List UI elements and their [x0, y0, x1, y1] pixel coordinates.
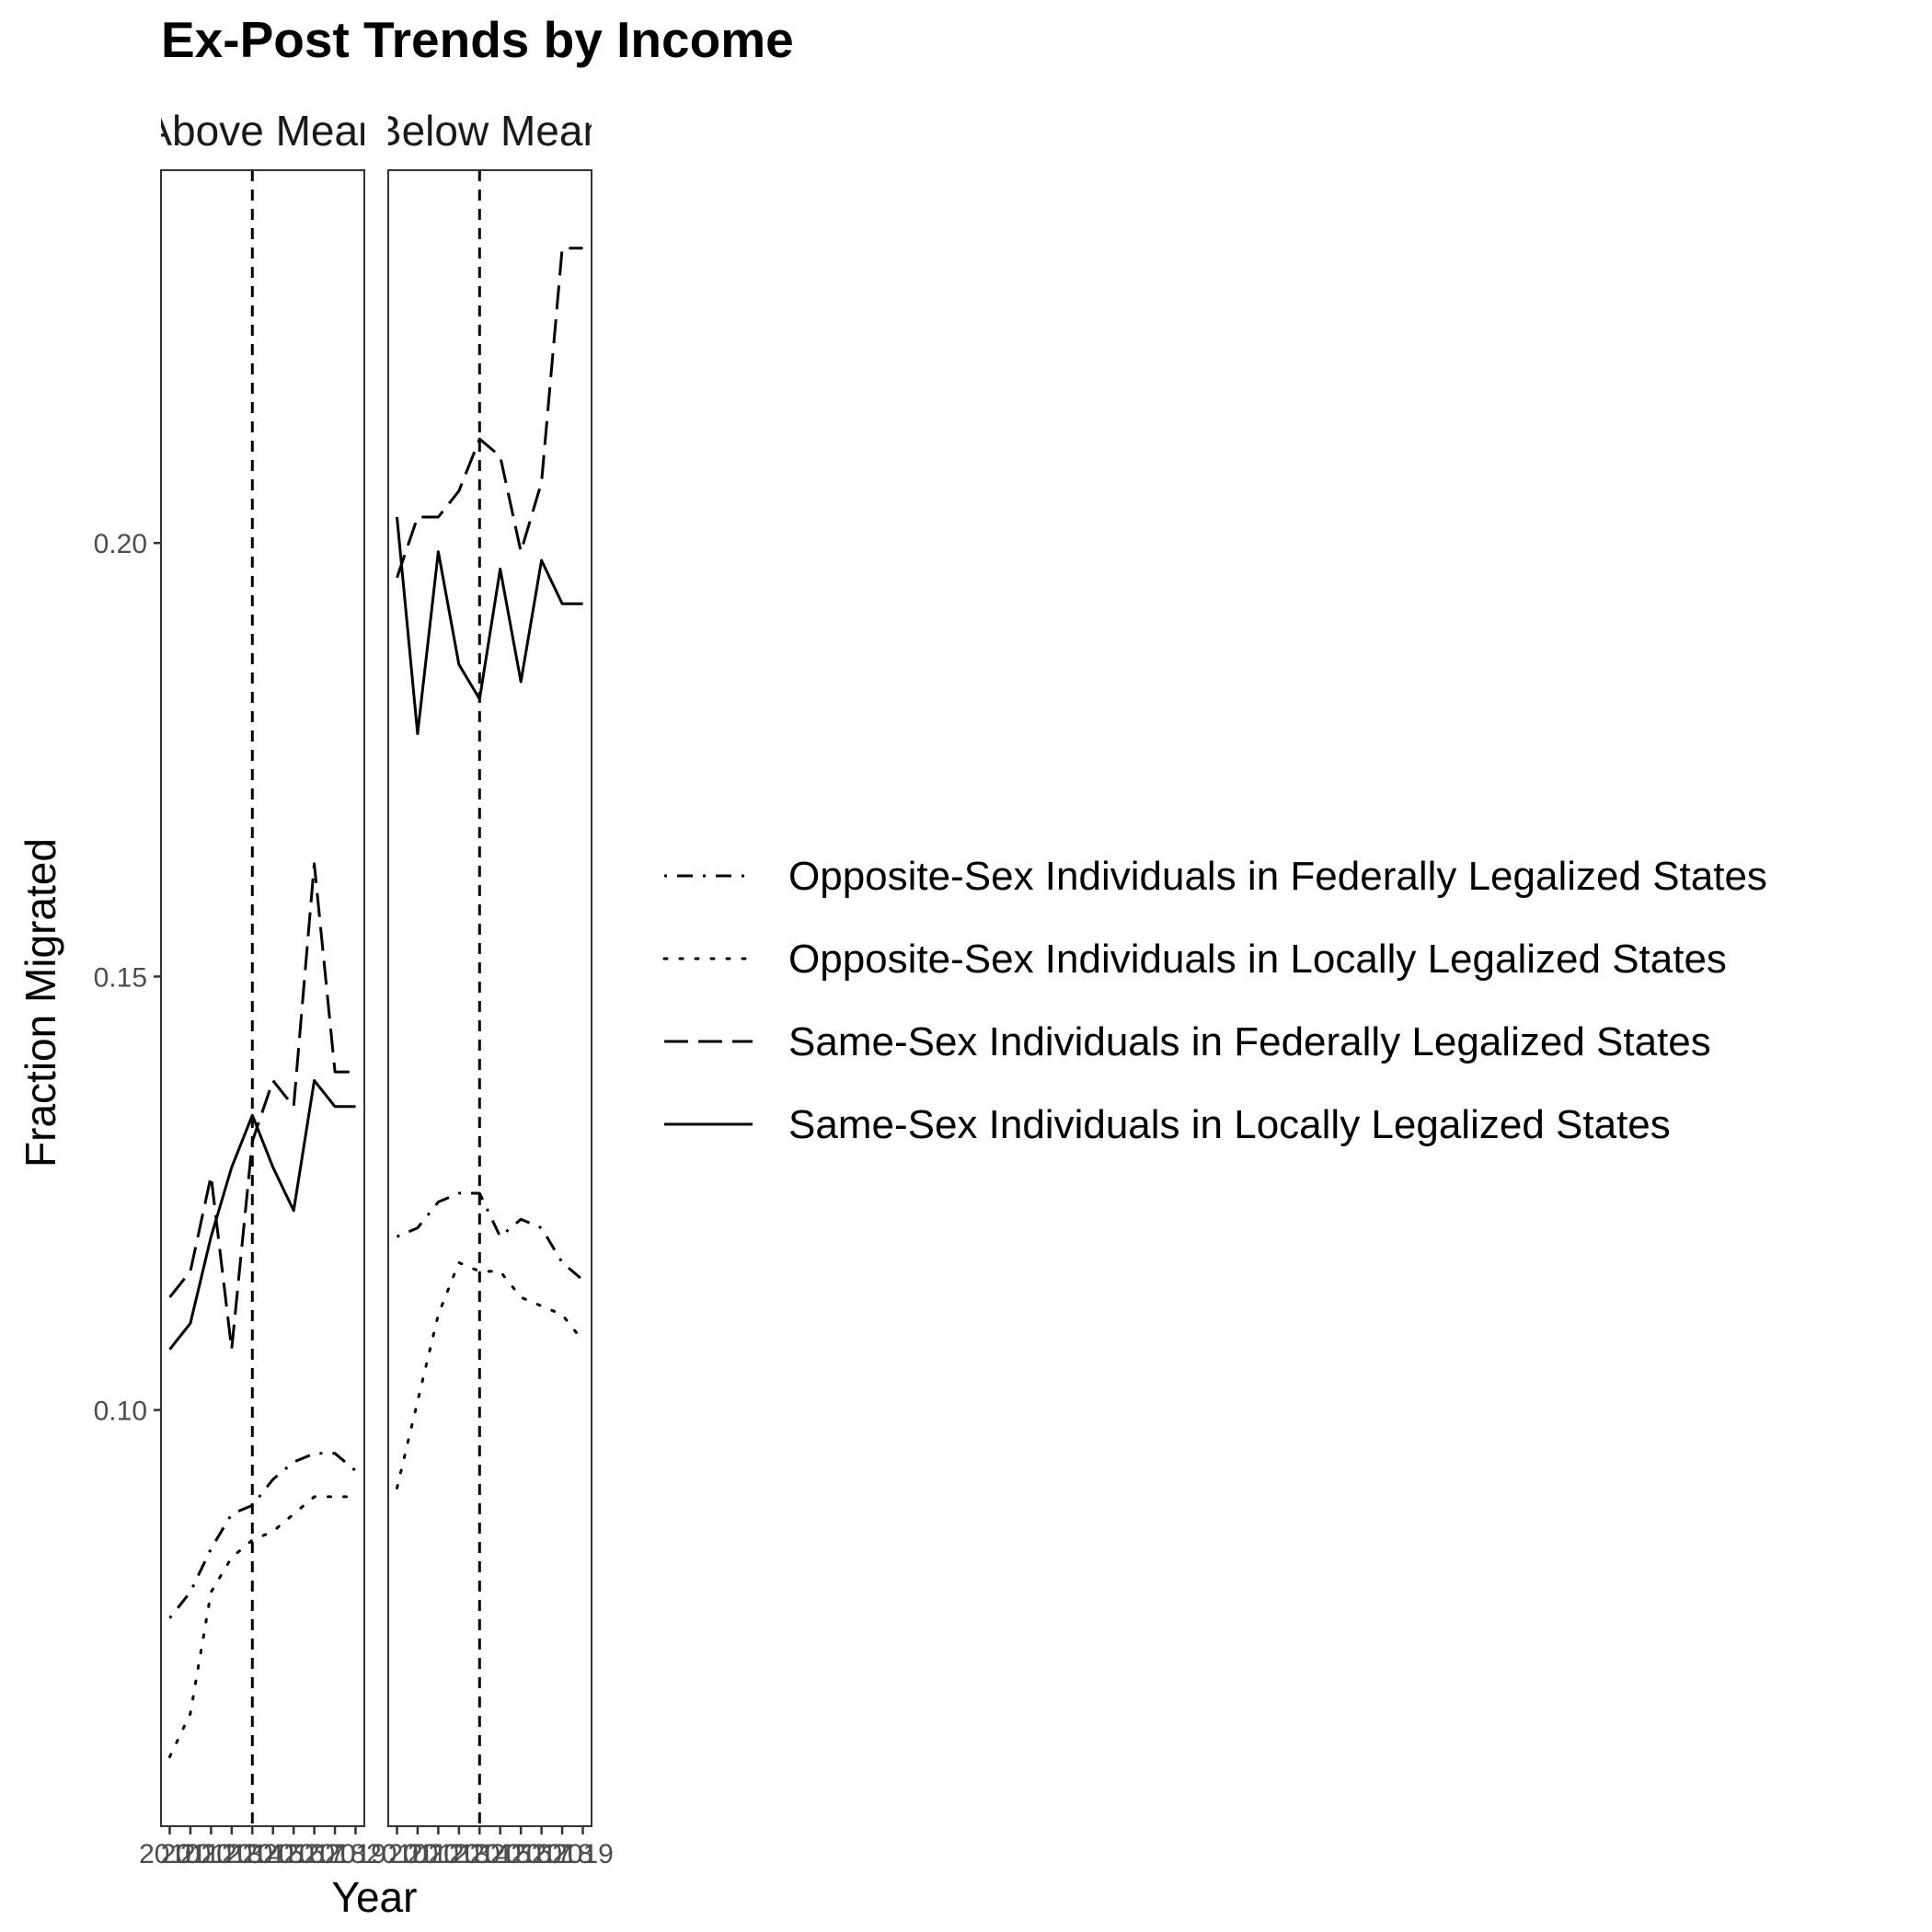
y-axis-title: Fraction Migrated — [17, 838, 64, 1167]
y-axis: 0.10 0.15 0.20 — [94, 529, 161, 1427]
panel-above-mean: Above Mean 201020112012201320142015201620… — [139, 107, 386, 1869]
series-line-opposite-sex-individuals-in-locally-legalized-states — [168, 1495, 357, 1759]
series-line-same-sex-individuals-in-locally-legalized-states — [168, 1079, 356, 1351]
x-tick-label: 2018 — [532, 1839, 593, 1869]
legend-label: Same-Sex Individuals in Locally Legalize… — [788, 1102, 1671, 1147]
series-line-opposite-sex-individuals-in-locally-legalized-states — [396, 1260, 584, 1489]
x-tick-label: 2015 — [469, 1839, 531, 1869]
x-tick-label: 2010 — [366, 1839, 428, 1869]
series-line-same-sex-individuals-in-locally-legalized-states — [396, 516, 583, 736]
legend-label: Same-Sex Individuals in Federally Legali… — [788, 1019, 1711, 1064]
chart-title: Ex-Post Trends by Income — [161, 11, 794, 68]
x-tick-label: 2013 — [201, 1839, 262, 1869]
legend: Opposite-Sex Individuals in Federally Le… — [662, 854, 1767, 1147]
series-line-opposite-sex-individuals-in-federally-legalized-states — [396, 1191, 584, 1282]
x-tick-label: 2011 — [388, 1839, 448, 1869]
x-tick-label: 2018 — [305, 1839, 366, 1869]
x-axis-title: Year — [332, 1873, 418, 1921]
legend-label: Opposite-Sex Individuals in Federally Le… — [788, 854, 1767, 899]
x-tick-label: 2016 — [490, 1839, 552, 1869]
x-tick-label: 2012 — [408, 1839, 469, 1869]
panel-strip-label: Below Mean — [374, 107, 606, 155]
panel-strip-label: Above Mean — [144, 107, 381, 155]
panel-border — [160, 169, 365, 1827]
legend-label: Opposite-Sex Individuals in Locally Lega… — [788, 937, 1727, 982]
series-line-opposite-sex-individuals-in-federally-legalized-states — [168, 1452, 357, 1619]
legend-item-opposite-sex-individuals-in-locally-legalized-states: Opposite-Sex Individuals in Locally Lega… — [662, 937, 1727, 982]
x-tick-label: 2014 — [222, 1839, 283, 1869]
x-tick-label: 2012 — [180, 1839, 242, 1869]
y-tick-label: 0.20 — [94, 529, 147, 559]
x-tick-label: 2010 — [139, 1839, 201, 1869]
y-tick-label: 0.10 — [94, 1397, 147, 1427]
y-tick-label: 0.15 — [94, 962, 147, 993]
x-tick-label: 2016 — [263, 1839, 325, 1869]
x-tick-label: 2017 — [283, 1839, 345, 1869]
x-tick-label: 2017 — [511, 1839, 572, 1869]
legend-item-same-sex-individuals-in-locally-legalized-states: Same-Sex Individuals in Locally Legalize… — [664, 1102, 1671, 1147]
legend-item-opposite-sex-individuals-in-federally-legalized-states: Opposite-Sex Individuals in Federally Le… — [664, 854, 1767, 899]
panel-below-mean: Below Mean 201020112012201320142015201620… — [366, 107, 614, 1869]
x-tick-label: 2011 — [161, 1839, 221, 1869]
x-tick-label: 2015 — [242, 1839, 304, 1869]
series-line-same-sex-individuals-in-federally-legalized-states — [396, 247, 583, 579]
x-tick-label: 2014 — [449, 1839, 511, 1869]
x-tick-label: 2019 — [325, 1839, 386, 1869]
panel-border — [387, 169, 592, 1827]
x-tick-label: 2013 — [428, 1839, 489, 1869]
series-line-same-sex-individuals-in-federally-legalized-states — [168, 862, 356, 1351]
legend-item-same-sex-individuals-in-federally-legalized-states: Same-Sex Individuals in Federally Legali… — [664, 1019, 1711, 1064]
x-tick-label: 2019 — [552, 1839, 614, 1869]
